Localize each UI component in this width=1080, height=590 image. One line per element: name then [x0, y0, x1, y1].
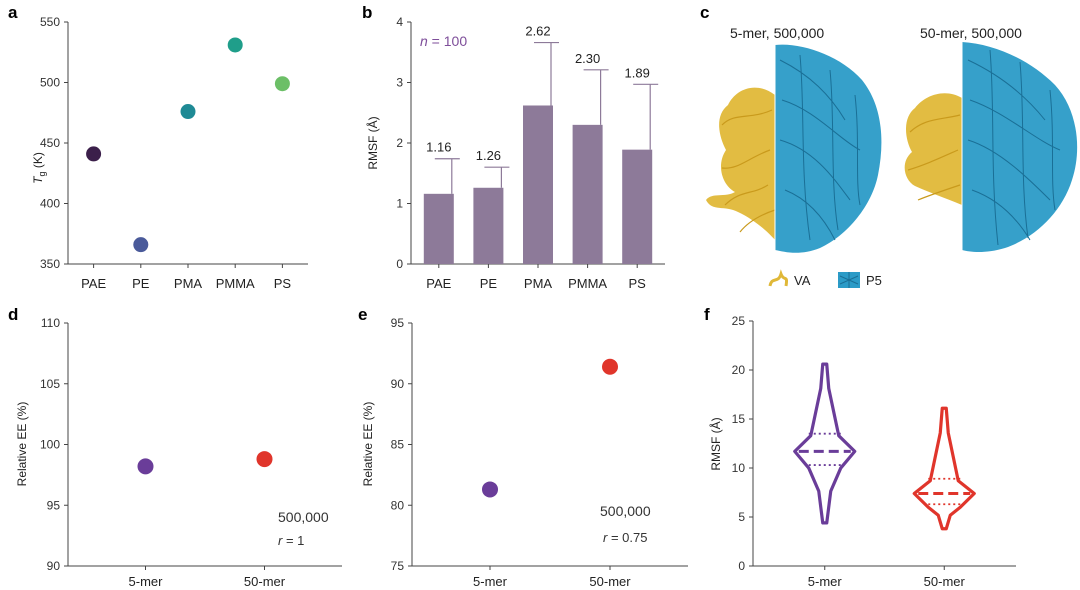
chart-b-bar	[523, 105, 553, 265]
chart-f-ytick-label: 25	[732, 314, 746, 328]
chart-b-xtick-label: PE	[480, 276, 498, 291]
panel-label-f: f	[704, 305, 710, 324]
chart-a-ytick-label: 550	[40, 15, 60, 29]
chart-d-ylabel: Relative EE (%)	[15, 402, 29, 487]
chart-f: RMSF (Å) 0 5 10 15 20 25 5-mer 50-mer	[708, 314, 1016, 589]
panel-label-e: e	[358, 305, 367, 324]
chart-b-ytick-label: 0	[396, 257, 403, 271]
chart-e-note-count: 500,000	[600, 503, 651, 519]
chart-f-ytick-label: 0	[738, 559, 745, 573]
chart-b-value-label: 1.26	[476, 148, 501, 163]
chart-d-ytick-label: 95	[47, 498, 61, 512]
snapshot-legend: VA P5	[768, 269, 882, 288]
panel-label-c: c	[700, 3, 709, 22]
chart-b-bar	[423, 193, 454, 264]
chart-f-xtick-label: 5-mer	[808, 574, 843, 589]
chart-e-ytick-label: 95	[391, 316, 405, 330]
panel-label-b: b	[362, 3, 372, 22]
chart-f-ytick-label: 5	[738, 510, 745, 524]
legend-swatch-va	[768, 269, 788, 287]
chart-e-ytick-label: 75	[391, 559, 405, 573]
chart-b-ylabel: RMSF (Å)	[365, 116, 380, 169]
chart-d-point	[256, 451, 273, 468]
chart-b-ytick-label: 1	[396, 197, 403, 211]
chart-d: Relative EE (%) 500,000 r = 1 90 95 100 105…	[15, 316, 342, 589]
chart-a-point	[227, 37, 243, 53]
chart-b-bar	[473, 187, 504, 264]
chart-e: Relative EE (%) 500,000 r = 0.75 75 80 85 9…	[361, 316, 688, 589]
chart-b-value-label: 1.16	[426, 140, 451, 155]
chart-b-n-annotation: n = 100	[420, 33, 467, 49]
chart-e-xtick-label: 50-mer	[589, 574, 631, 589]
chart-d-ytick-label: 100	[40, 438, 60, 452]
chart-d-xtick-label: 5-mer	[129, 574, 164, 589]
chart-d-ytick-label: 105	[40, 377, 60, 391]
legend-label-p5: P5	[866, 273, 882, 288]
chart-a-xtick-label: PE	[132, 276, 150, 291]
chart-f-violin	[912, 406, 976, 531]
chart-b: RMSF (Å) n = 100 0 1 2 3 4 PAE 1.16 PE 1.26 PMA 2.…	[365, 15, 665, 291]
chart-a-point	[274, 76, 290, 92]
chart-a-xtick-label: PMMA	[216, 276, 255, 291]
chart-a-xtick-label: PMA	[174, 276, 203, 291]
chart-a-ytick-label: 350	[40, 257, 60, 271]
chart-d-point	[137, 458, 154, 475]
chart-e-note-r: r = 0.75	[603, 530, 647, 545]
chart-d-ytick-label: 90	[47, 559, 61, 573]
chart-b-ytick-label: 4	[396, 15, 403, 29]
chart-a-ytick-label: 400	[40, 197, 60, 211]
chart-b-ytick-label: 2	[396, 136, 403, 150]
chart-d-note-r: r = 1	[278, 533, 304, 548]
snapshot-title-50mer: 50-mer, 500,000	[920, 25, 1022, 41]
chart-f-violin	[793, 362, 857, 525]
chart-f-ylabel: RMSF (Å)	[708, 417, 723, 470]
chart-a: Tg (K) 350 400 450 500 550 PAE PE PMA PMMA PS	[31, 15, 308, 291]
chart-d-ytick-label: 110	[41, 316, 60, 330]
panel-label-a: a	[8, 3, 18, 22]
snapshot-title-5mer: 5-mer, 500,000	[730, 25, 824, 41]
chart-a-ylabel: Tg (K)	[31, 152, 47, 184]
chart-b-value-label: 1.89	[625, 65, 650, 80]
chart-f-ytick-label: 15	[732, 412, 746, 426]
chart-d-xtick-label: 50-mer	[244, 574, 286, 589]
chart-e-xtick-label: 5-mer	[473, 574, 508, 589]
chart-b-xtick-label: PMA	[524, 276, 553, 291]
chart-b-xtick-label: PAE	[426, 276, 451, 291]
chart-e-ytick-label: 85	[391, 438, 405, 452]
chart-b-value-label: 2.30	[575, 51, 600, 66]
chart-f-xtick-label: 50-mer	[924, 574, 966, 589]
chart-e-ylabel: Relative EE (%)	[361, 402, 375, 487]
chart-a-ytick-label: 450	[40, 136, 60, 150]
chart-e-ytick-label: 90	[391, 377, 405, 391]
chart-a-ytick-label: 500	[40, 76, 60, 90]
chart-e-point	[602, 358, 618, 375]
chart-b-ytick-label: 3	[396, 76, 403, 90]
panel-c-snapshots: 5-mer, 500,000 50-mer, 500,000 VA P5	[706, 25, 1078, 288]
chart-e-point	[482, 481, 498, 498]
chart-b-xtick-label: PS	[629, 276, 647, 291]
chart-a-point	[86, 146, 102, 162]
chart-a-point	[180, 104, 196, 120]
legend-label-va: VA	[794, 273, 811, 288]
chart-a-xtick-label: PS	[274, 276, 292, 291]
chart-f-ytick-label: 10	[732, 461, 746, 475]
snapshot-5mer-image	[706, 44, 882, 253]
chart-b-xtick-label: PMMA	[568, 276, 607, 291]
chart-a-point	[133, 237, 149, 253]
chart-b-value-label: 2.62	[525, 24, 550, 39]
chart-f-ytick-label: 20	[732, 363, 746, 377]
chart-b-bar	[572, 124, 603, 264]
snapshot-50mer-image	[904, 42, 1078, 252]
chart-e-ytick-label: 80	[391, 498, 405, 512]
chart-d-note-count: 500,000	[278, 509, 329, 525]
panel-label-d: d	[8, 305, 18, 324]
chart-b-bar	[622, 149, 653, 264]
chart-a-xtick-label: PAE	[81, 276, 106, 291]
